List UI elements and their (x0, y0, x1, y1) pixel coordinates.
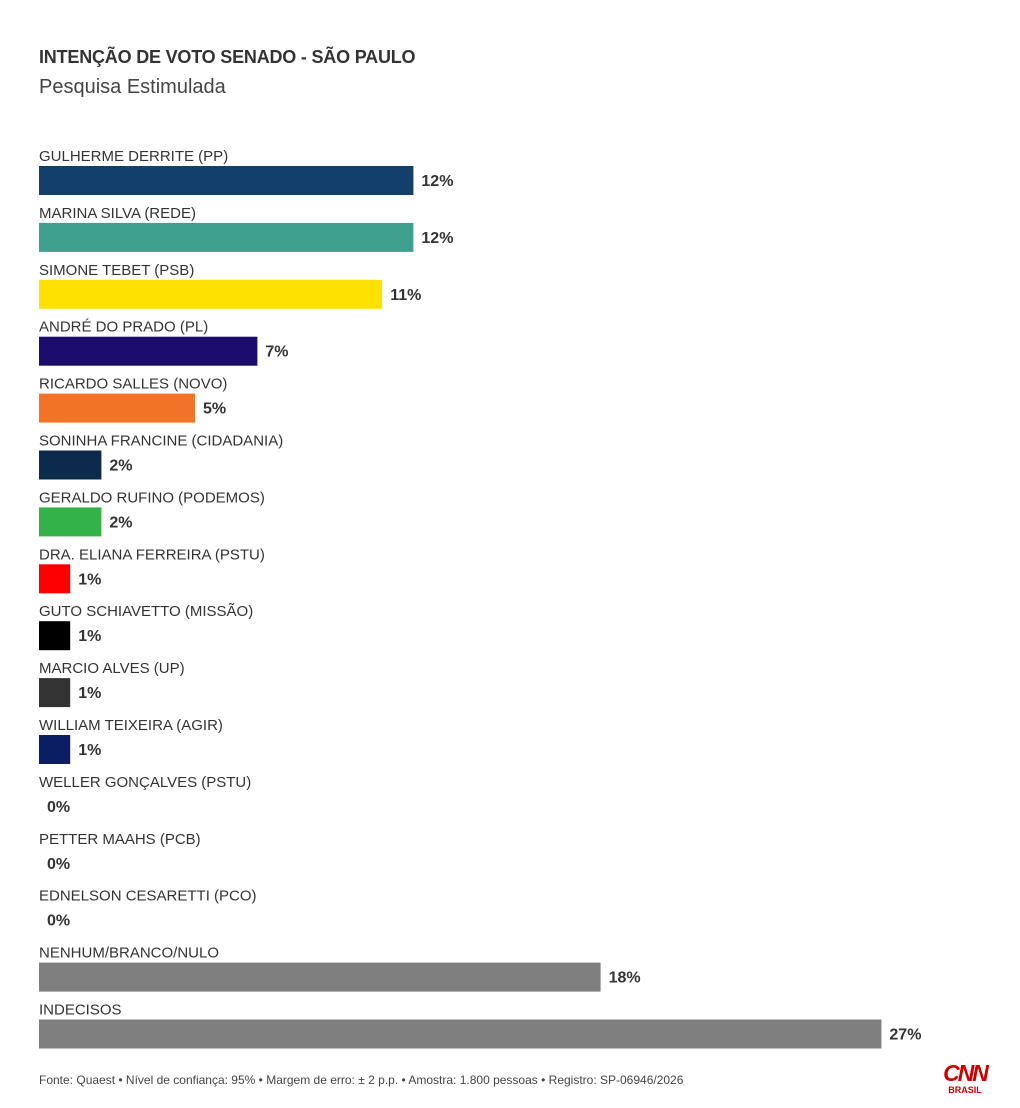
category-label: GERALDO RUFINO (PODEMOS) (39, 489, 265, 506)
category-label: RICARDO SALLES (NOVO) (39, 376, 227, 393)
bar (39, 1019, 882, 1049)
bar (39, 336, 258, 366)
category-label: PETTER MAAHS (PCB) (39, 831, 201, 848)
value-label: 2% (109, 514, 132, 531)
bar (39, 678, 71, 708)
value-label: 18% (609, 970, 641, 987)
chart-title: INTENÇÃO DE VOTO SENADO - SÃO PAULO (39, 47, 416, 67)
bar (39, 166, 414, 195)
bar (39, 621, 71, 651)
bar (39, 279, 383, 309)
svg-text:CNN: CNN (943, 1060, 989, 1086)
value-label: 7% (265, 344, 288, 361)
category-label: MARINA SILVA (REDE) (39, 205, 196, 222)
value-label: 12% (421, 173, 453, 190)
bar (39, 962, 601, 992)
value-label: 12% (421, 230, 453, 247)
value-label: 27% (889, 1027, 921, 1044)
category-label: SIMONE TEBET (PSB) (39, 262, 194, 279)
bar (39, 735, 71, 764)
source-note: Fonte: Quaest • Nível de confiança: 95% … (39, 1073, 684, 1087)
category-label: DRA. ELIANA FERREIRA (PSTU) (39, 546, 265, 563)
value-label: 1% (78, 742, 101, 759)
category-label: ANDRÉ DO PRADO (PL) (39, 319, 208, 336)
category-label: SONINHA FRANCINE (CIDADANIA) (39, 433, 283, 450)
svg-text:BRASIL: BRASIL (948, 1085, 982, 1095)
bar (39, 450, 102, 480)
value-label: 0% (47, 856, 70, 873)
value-label: 1% (78, 628, 101, 645)
value-label: 11% (390, 287, 421, 304)
value-label: 1% (78, 685, 101, 702)
category-label: INDECISOS (39, 1002, 122, 1019)
category-label: MARCIO ALVES (UP) (39, 660, 185, 677)
cnn-brasil-logo: CNN BRASIL (943, 1060, 989, 1095)
bar (39, 222, 414, 252)
category-label: NENHUM/BRANCO/NULO (39, 945, 219, 962)
category-label: GUTO SCHIAVETTO (MISSÃO) (39, 603, 253, 620)
bar (39, 393, 195, 423)
category-label: EDNELSON CESARETTI (PCO) (39, 888, 257, 905)
value-label: 1% (78, 571, 101, 588)
category-label: GULHERME DERRITE (PP) (39, 148, 228, 165)
category-label: WELLER GONÇALVES (PSTU) (39, 774, 251, 791)
value-label: 5% (203, 401, 226, 418)
chart-subtitle: Pesquisa Estimulada (39, 76, 226, 98)
category-label: WILLIAM TEIXEIRA (AGIR) (39, 717, 223, 734)
value-label: 0% (47, 799, 70, 816)
bar (39, 507, 102, 537)
value-label: 0% (47, 913, 70, 930)
value-label: 2% (109, 458, 132, 475)
bar (39, 564, 71, 594)
